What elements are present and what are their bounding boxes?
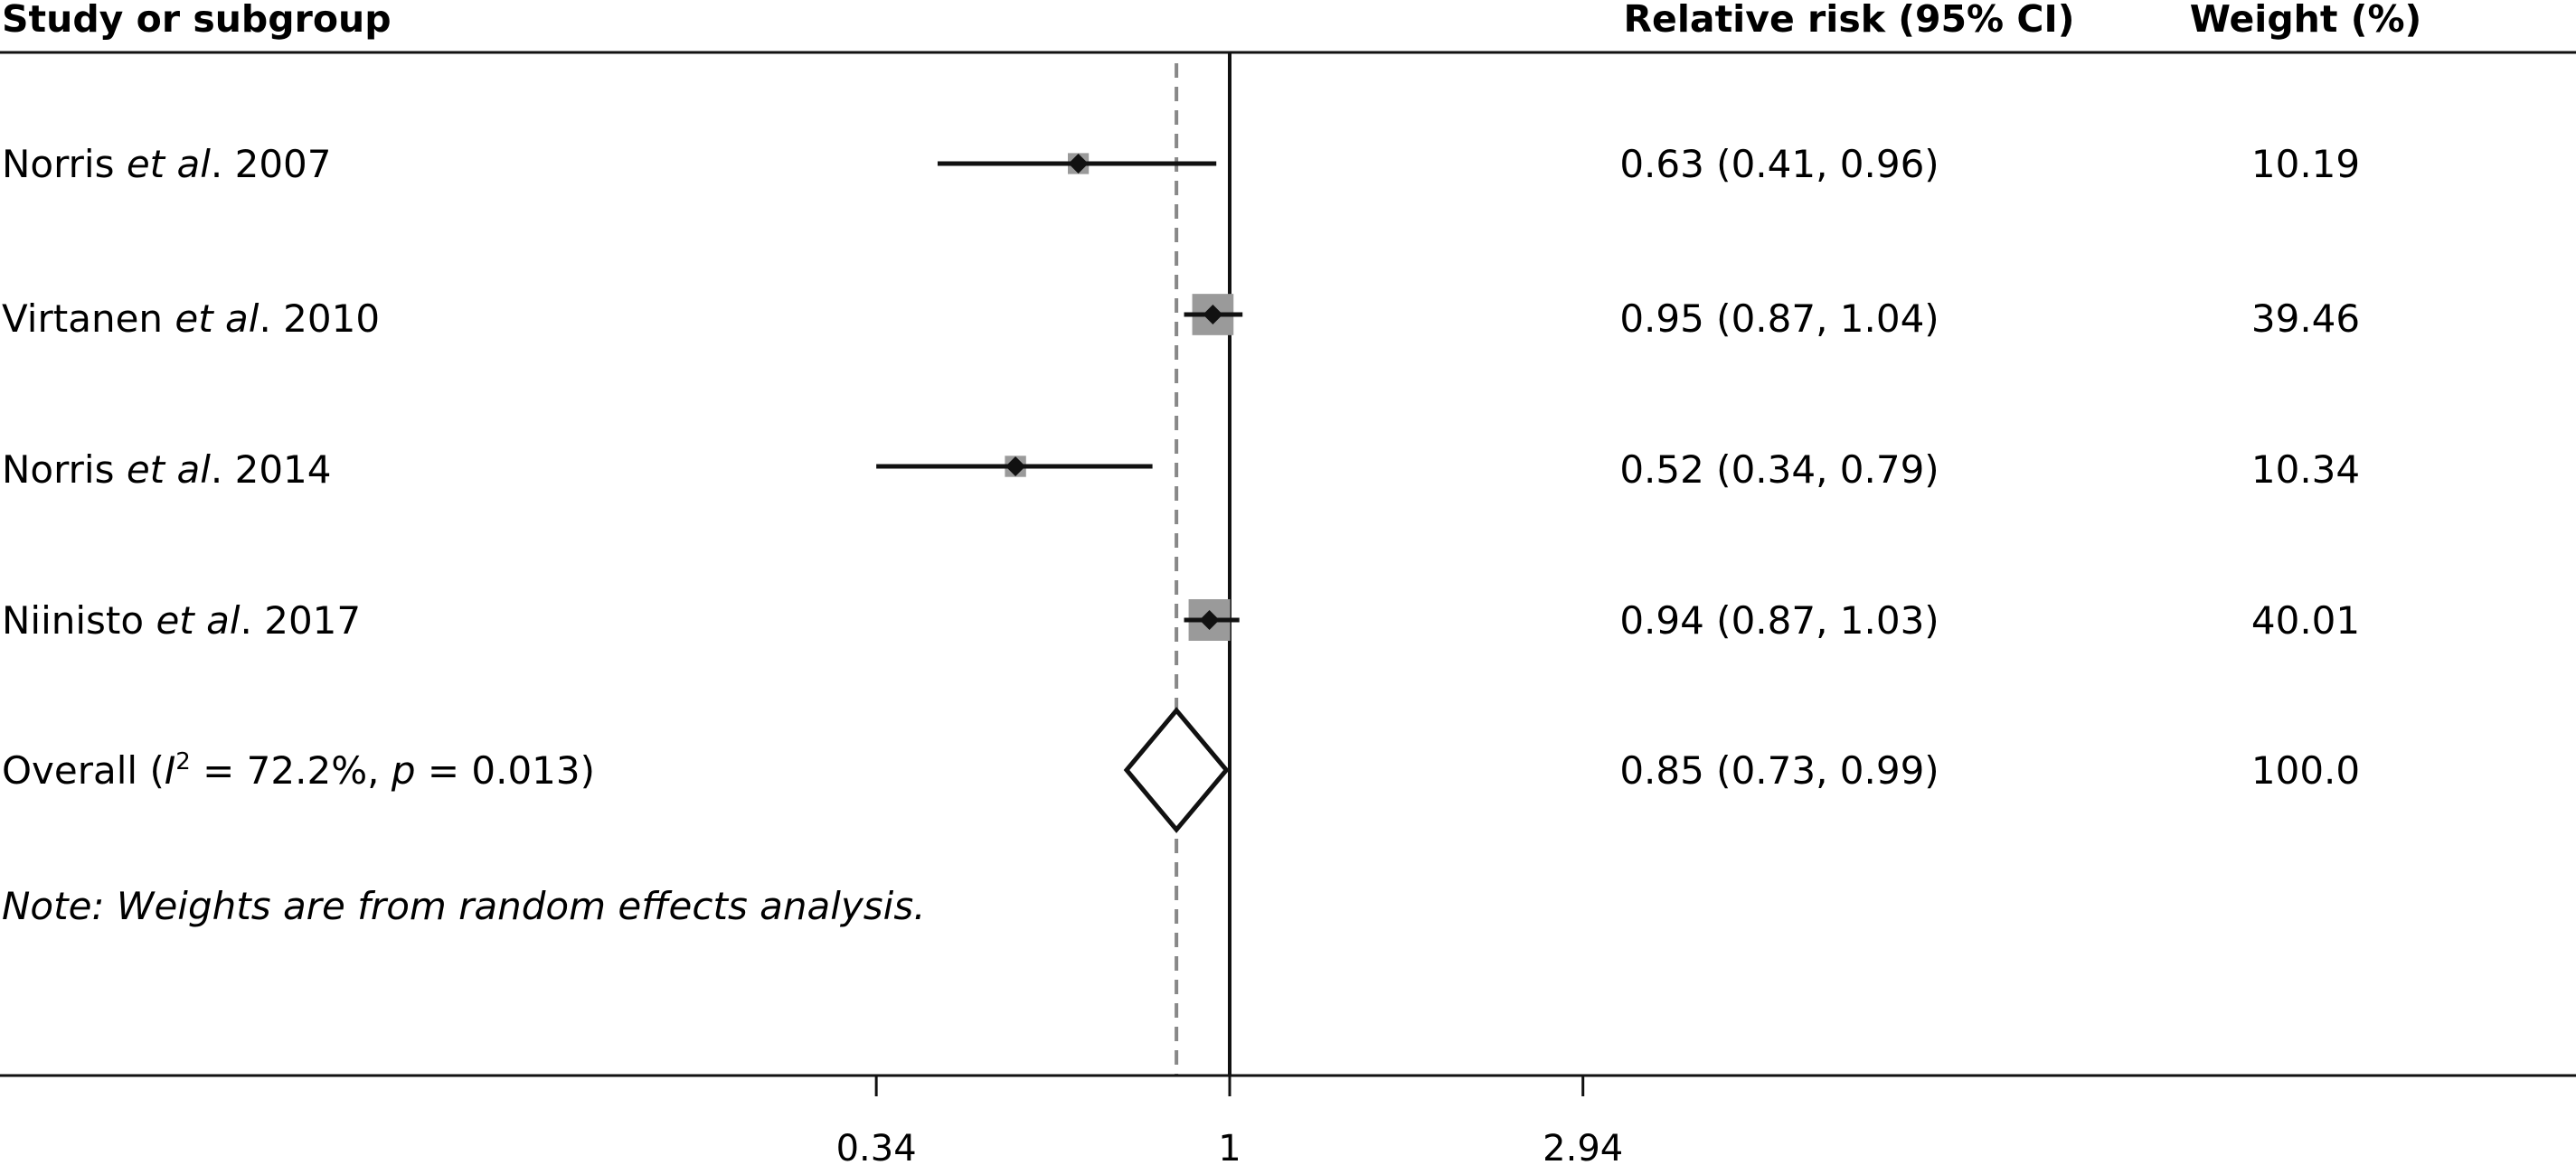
study-effect-2: 0.95 (0.87, 1.04) (1619, 296, 1939, 341)
overall-weight: 100.0 (2251, 748, 2360, 793)
study-effect-4: 0.94 (0.87, 1.03) (1619, 598, 1939, 643)
overall-label: Overall (I2 = 72.2%, p = 0.013) (2, 748, 595, 793)
study-weight-4: 40.01 (2251, 598, 2360, 643)
study-label-1: Norris et al. 2007 (2, 142, 331, 186)
x-axis-ticks: 0.34 1 2.94 (836, 1076, 1623, 1165)
header-study: Study or subgroup (2, 0, 392, 41)
study-point-estimate-1 (1068, 154, 1089, 174)
study-effect-1: 0.63 (0.41, 0.96) (1619, 142, 1939, 186)
x-tick-label-2: 1 (1218, 1128, 1241, 1165)
study-effect-3: 0.52 (0.34, 0.79) (1619, 447, 1939, 492)
study-point-estimate-4 (1199, 610, 1220, 630)
header-effect: Relative risk (95% CI) (1623, 0, 2074, 41)
footnote: Note: Weights are from random effects an… (2, 884, 926, 928)
x-tick-label-3: 2.94 (1543, 1128, 1623, 1165)
study-weight-2: 39.46 (2251, 296, 2360, 341)
study-point-estimate-3 (1005, 456, 1026, 476)
study-point-estimate-2 (1203, 305, 1223, 324)
study-label-2: Virtanen et al. 2010 (2, 296, 380, 341)
study-weight-3: 10.34 (2251, 447, 2360, 492)
overall-diamond (1123, 707, 1230, 833)
study-label-3: Norris et al. 2014 (2, 447, 331, 492)
study-weight-1: 10.19 (2251, 142, 2360, 186)
header-weight: Weight (%) (2190, 0, 2422, 41)
study-marks (876, 153, 1243, 833)
study-label-4: Niinisto et al. 2017 (2, 598, 361, 643)
x-tick-label-1: 0.34 (836, 1128, 917, 1165)
overall-effect: 0.85 (0.73, 0.99) (1619, 748, 1939, 793)
